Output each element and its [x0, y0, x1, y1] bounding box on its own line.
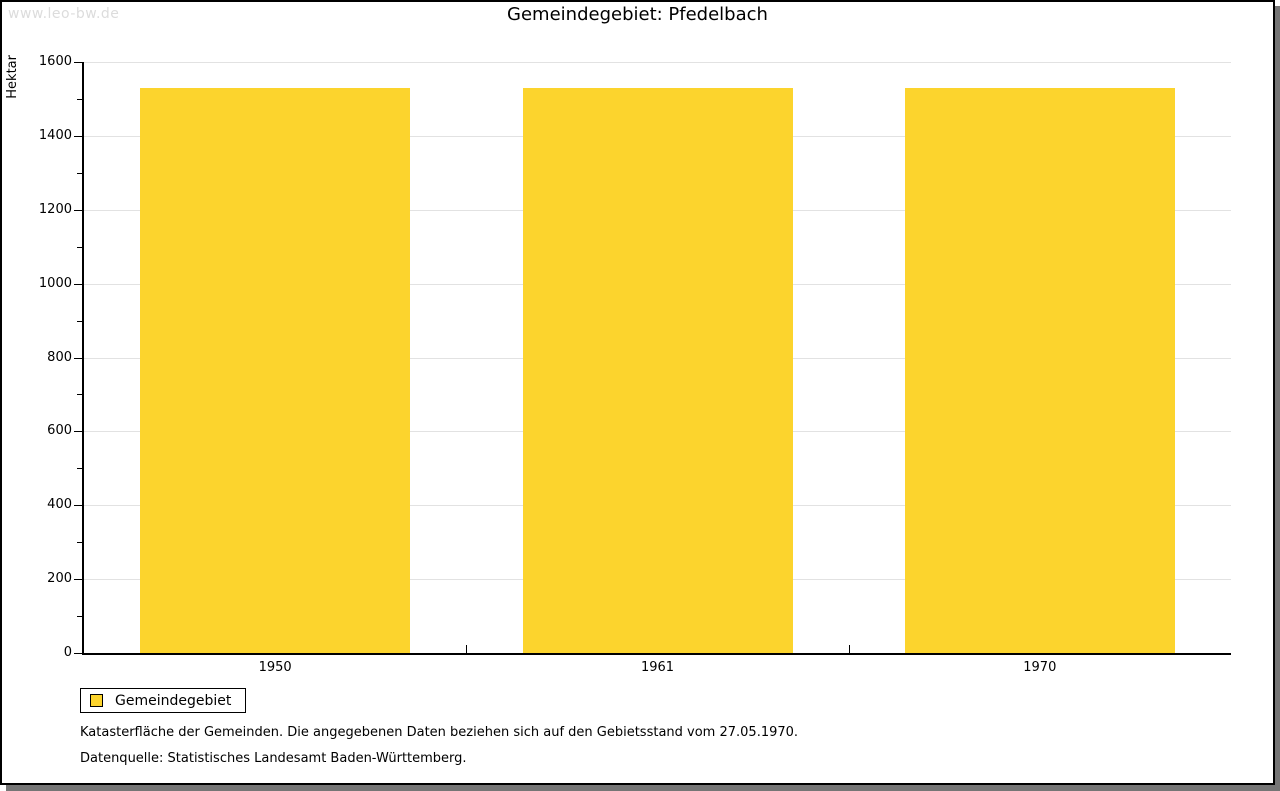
y-axis-tick-minor	[77, 172, 82, 174]
y-axis-tick-minor	[77, 394, 82, 396]
y-axis-tick-label: 400	[47, 497, 72, 513]
y-axis-tick-major	[74, 653, 82, 654]
frame-shadow-bottom	[6, 785, 1280, 791]
footnote-source: Datenquelle: Statistisches Landesamt Bad…	[80, 751, 467, 766]
bar-1970	[904, 87, 1175, 653]
footnote-description: Katasterfläche der Gemeinden. Die angege…	[80, 725, 799, 740]
watermark: www.leo-bw.de	[8, 6, 120, 22]
frame-shadow-right	[1275, 6, 1280, 785]
y-axis-tick-major	[74, 135, 82, 137]
y-axis-tick-minor	[77, 542, 82, 544]
legend-box: Gemeindegebiet	[80, 688, 247, 713]
chart-title: Gemeindegebiet: Pfedelbach	[507, 4, 768, 25]
x-axis-label-1961: 1961	[640, 660, 675, 675]
y-axis-tick-major	[74, 579, 82, 581]
x-axis-separator-tick	[466, 645, 468, 653]
y-axis-title: Hektar	[5, 55, 20, 99]
y-axis-tick-label: 200	[47, 571, 72, 587]
x-axis-label-1970: 1970	[1023, 660, 1057, 675]
y-axis-tick-minor	[77, 320, 82, 322]
bar-1950	[140, 87, 411, 653]
y-axis-tick-minor	[77, 616, 82, 618]
y-axis-tick-major	[74, 209, 82, 211]
y-axis-tick-label: 1000	[38, 275, 72, 291]
y-axis-tick-major	[74, 62, 82, 63]
x-axis-label-1950: 1950	[258, 660, 292, 675]
y-axis-tick-label: 600	[47, 423, 72, 439]
legend-label: Gemeindegebiet	[115, 692, 232, 709]
y-axis-tick-label: 0	[63, 645, 72, 660]
y-axis-tick-major	[74, 505, 82, 507]
bar-1961	[522, 87, 793, 653]
y-axis-tick-major	[74, 357, 82, 359]
y-axis-tick-major	[74, 283, 82, 285]
plot-area: 0 200 400 600 800 1000 1200 1400 1600 1950 1961 197…	[39, 54, 1231, 675]
y-axis-tick-label: 1600	[38, 54, 72, 69]
gridline-y1600	[84, 62, 1231, 63]
x-axis-separator-tick	[848, 645, 850, 653]
y-axis-tick-label: 1400	[38, 127, 72, 143]
legend-swatch-icon	[90, 694, 103, 707]
y-axis-tick-minor	[77, 98, 82, 100]
y-axis-tick-label: 1200	[38, 201, 72, 217]
y-axis-tick-minor	[77, 468, 82, 470]
y-axis-tick-minor	[77, 246, 82, 248]
y-axis-tick-label: 800	[47, 349, 72, 365]
y-axis-tick-major	[74, 431, 82, 433]
